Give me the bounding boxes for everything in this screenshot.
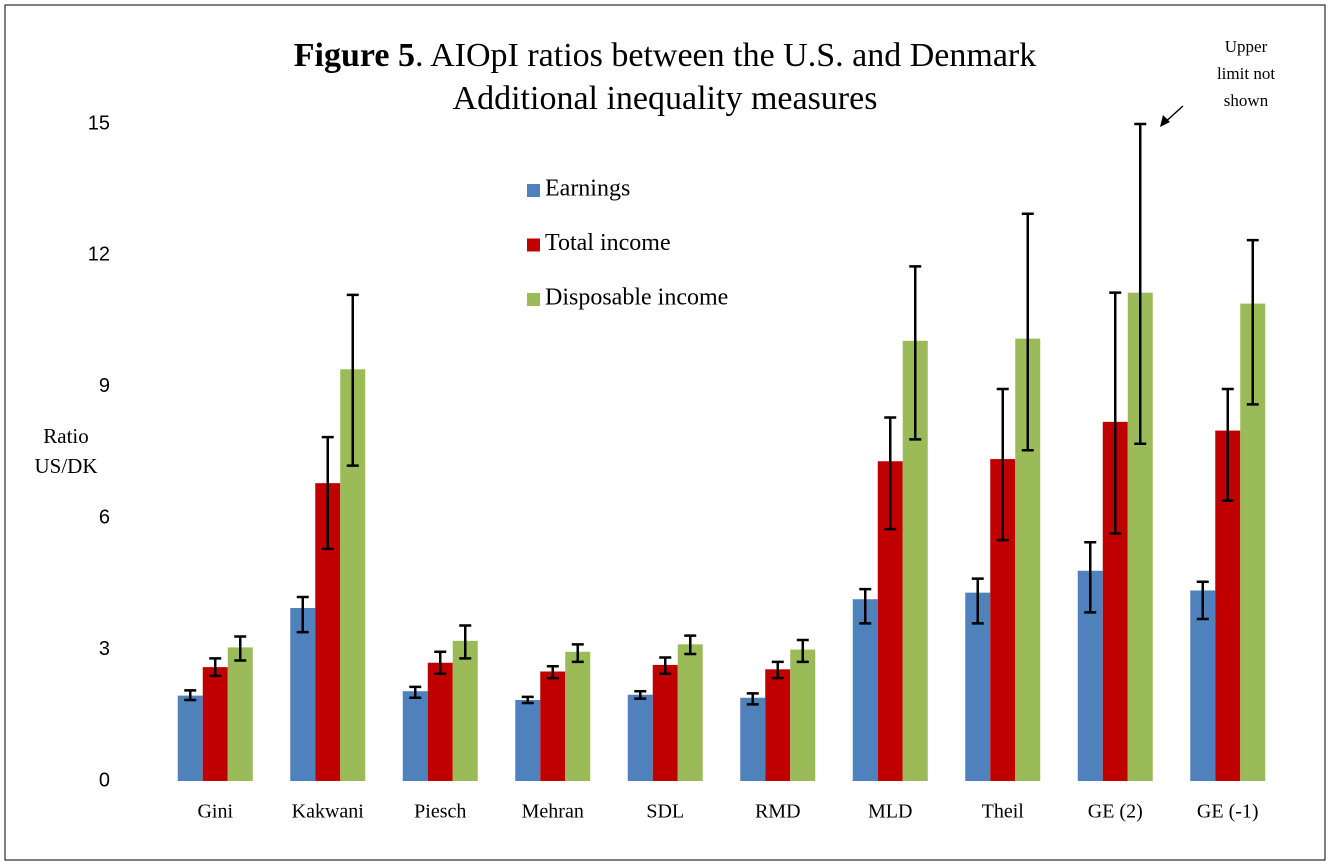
error-bar: [1221, 387, 1234, 502]
error-bar: [296, 595, 309, 634]
error-bar: [746, 692, 759, 706]
bar: [290, 607, 316, 781]
error-bar: [684, 634, 697, 656]
legend-label: Earnings: [545, 176, 630, 202]
error-bar: [859, 587, 872, 625]
legend-label: Total income: [545, 230, 671, 256]
x-tick-label: Theil: [982, 801, 1025, 823]
error-bar: [321, 435, 334, 551]
error-bar: [409, 685, 422, 700]
error-bar: [796, 638, 809, 664]
error-bar: [234, 635, 247, 662]
legend-label: Disposable income: [545, 285, 728, 311]
y-tick-label: 6: [99, 506, 110, 528]
bar: [677, 644, 703, 781]
bar: [540, 671, 566, 781]
error-bar: [909, 265, 922, 441]
error-bar: [209, 657, 222, 678]
y-axis-label: Ratio: [43, 424, 89, 448]
y-tick-label: 0: [99, 769, 110, 791]
error-bar: [996, 387, 1009, 542]
bar: [402, 691, 428, 781]
bar: [177, 695, 203, 781]
bar: [427, 662, 453, 781]
y-tick-label: 12: [88, 244, 110, 266]
error-bar: [771, 660, 784, 680]
bar: [452, 640, 478, 781]
error-bar: [1134, 122, 1147, 445]
y-tick-label: 3: [99, 638, 110, 660]
bar: [790, 649, 816, 781]
x-tick-label: RMD: [755, 801, 801, 823]
annotation: shown: [1224, 91, 1269, 110]
error-bar: [971, 577, 984, 625]
x-tick-label: SDL: [646, 801, 684, 823]
error-bar: [546, 664, 559, 680]
error-bar: [1021, 212, 1034, 452]
error-bar: [571, 643, 584, 664]
bar: [227, 647, 253, 781]
error-bar: [459, 624, 472, 660]
error-bar: [434, 650, 447, 675]
annotation: limit not: [1217, 64, 1275, 83]
error-bar: [1196, 580, 1209, 621]
bar: [740, 697, 766, 781]
x-tick-label: Mehran: [522, 801, 584, 823]
error-bar: [521, 695, 534, 705]
error-bar: [884, 416, 897, 531]
bar: [627, 694, 653, 781]
bar: [565, 651, 591, 781]
x-tick-label: Kakwani: [292, 801, 365, 823]
error-bar: [1109, 291, 1122, 535]
bar: [515, 699, 541, 781]
bar: [202, 667, 228, 781]
y-axis-label: US/DK: [34, 454, 97, 478]
x-tick-label: Piesch: [414, 801, 466, 823]
legend-swatch: [527, 184, 540, 197]
y-tick-label: 15: [88, 112, 110, 134]
legend-swatch: [527, 238, 540, 252]
error-bar: [1084, 541, 1097, 614]
annotation: Upper: [1225, 37, 1268, 56]
bar: [1190, 590, 1216, 781]
chart-title: Figure 5. AIOpI ratios between the U.S. …: [294, 37, 1036, 74]
x-tick-label: GE (2): [1088, 801, 1143, 823]
bar: [765, 669, 791, 781]
error-bar: [1246, 238, 1259, 406]
error-bar: [346, 293, 359, 467]
chart-subtitle: Additional inequality measures: [453, 80, 878, 117]
bar: [652, 664, 678, 781]
x-tick-label: GE (-1): [1197, 801, 1259, 823]
bar: [852, 599, 878, 781]
y-tick-label: 9: [99, 375, 110, 397]
error-bar: [659, 656, 672, 675]
error-bar: [634, 689, 647, 700]
x-tick-label: MLD: [868, 801, 912, 823]
x-tick-label: Gini: [197, 801, 233, 823]
error-bar: [184, 689, 197, 702]
annotation-arrowhead: [1160, 115, 1170, 127]
legend-swatch: [527, 293, 540, 306]
